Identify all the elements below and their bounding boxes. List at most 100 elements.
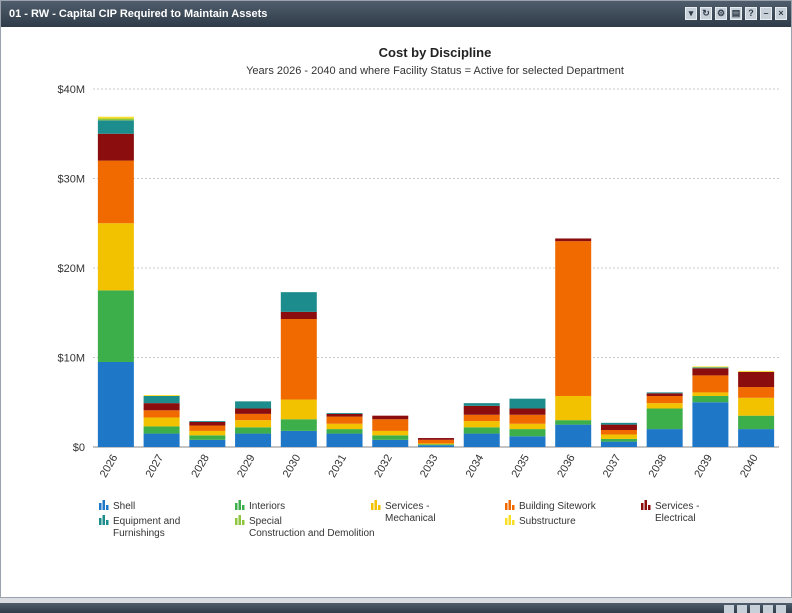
bar-segment[interactable] [189,421,226,426]
bar-segment[interactable] [189,430,226,436]
bar-segment[interactable] [189,439,226,447]
export-icon[interactable]: ▤ [730,7,742,20]
bar-segment[interactable] [280,311,317,320]
bar-segment[interactable] [418,439,454,444]
bar-segment[interactable] [509,414,546,424]
bar-segment[interactable] [235,433,272,447]
bar-segment[interactable] [97,361,134,447]
minimize-icon[interactable]: – [760,7,772,20]
bar-segment[interactable] [692,375,729,393]
close-icon[interactable] [776,605,786,613]
bar-segment[interactable] [189,421,226,422]
bar-segment[interactable] [372,415,409,420]
bar-segment[interactable] [738,370,775,372]
bar-segment[interactable] [646,393,683,396]
bar-segment[interactable] [463,427,500,434]
bar-segment[interactable] [600,424,637,430]
bar-segment[interactable] [600,429,637,435]
bar-segment[interactable] [463,414,500,422]
bar-segment[interactable] [692,367,729,369]
settings-icon[interactable]: ⚙ [715,7,727,20]
bar-segment[interactable] [738,371,775,388]
bar-segment[interactable] [326,413,363,417]
bar-segment[interactable] [418,445,454,447]
bar-segment[interactable] [235,413,272,421]
bar-segment[interactable] [418,443,454,445]
bar-segment[interactable] [692,402,729,447]
bar-segment[interactable] [738,429,775,447]
bar-segment[interactable] [143,417,180,427]
bar-segment[interactable] [326,433,363,447]
bar-segment[interactable] [97,116,134,119]
bar-segment[interactable] [646,395,683,404]
bar-segment[interactable] [692,392,729,396]
bar-segment[interactable] [189,425,226,431]
bar-segment[interactable] [463,421,500,428]
bar-segment[interactable] [235,408,272,414]
refresh-icon[interactable] [737,605,747,613]
bar-segment[interactable] [143,395,180,404]
bar-segment[interactable] [555,395,592,421]
bar-segment[interactable] [463,403,500,406]
bar-segment[interactable] [97,118,134,121]
bar-segment[interactable] [143,395,180,396]
bar-segment[interactable] [97,223,134,291]
bar-segment[interactable] [555,241,592,396]
bar-segment[interactable] [326,423,363,430]
bar-segment[interactable] [326,416,363,424]
bar-segment[interactable] [692,395,729,403]
bar-segment[interactable] [372,419,409,431]
bar-segment[interactable] [555,420,592,425]
bar-segment[interactable] [692,366,729,368]
bar-segment[interactable] [372,435,409,440]
bar-segment[interactable] [143,433,180,447]
export-icon[interactable] [763,605,773,613]
bar-segment[interactable] [143,403,180,411]
bar-segment[interactable] [646,429,683,447]
bar-segment[interactable] [235,401,272,409]
bar-segment[interactable] [143,426,180,434]
bar-segment[interactable] [280,399,317,420]
bar-segment[interactable] [97,120,134,134]
bar-segment[interactable] [600,434,637,439]
bar-segment[interactable] [600,438,637,442]
close-icon[interactable]: × [775,7,787,20]
bar-segment[interactable] [509,408,546,415]
bar-segment[interactable] [600,441,637,447]
bar-segment[interactable] [280,292,317,312]
bar-segment[interactable] [235,427,272,434]
bar-segment[interactable] [326,412,363,414]
bar-segment[interactable] [463,405,500,415]
bar-segment[interactable] [280,319,317,400]
bar-segment[interactable] [646,408,683,430]
bar-segment[interactable] [600,422,637,425]
bar-segment[interactable] [555,424,592,447]
bar-segment[interactable] [326,429,363,434]
bar-segment[interactable] [280,430,317,447]
bar-segment[interactable] [509,436,546,447]
filter-icon[interactable] [724,605,734,613]
bar-segment[interactable] [235,420,272,428]
bar-segment[interactable] [97,290,134,362]
settings-icon[interactable] [750,605,760,613]
bar-segment[interactable] [509,423,546,430]
bar-segment[interactable] [280,419,317,431]
bar-segment[interactable] [509,398,546,409]
bar-segment[interactable] [555,238,592,242]
bar-segment[interactable] [372,439,409,447]
refresh-icon[interactable]: ↻ [700,7,712,20]
bar-segment[interactable] [738,397,775,416]
bar-segment[interactable] [692,368,729,376]
bar-segment[interactable] [372,430,409,436]
bar-segment[interactable] [418,438,454,440]
bar-segment[interactable] [509,429,546,437]
bar-segment[interactable] [189,435,226,440]
bar-segment[interactable] [738,387,775,398]
bar-segment[interactable] [463,433,500,447]
bar-segment[interactable] [738,415,775,430]
bar-segment[interactable] [646,403,683,409]
help-icon[interactable]: ? [745,7,757,20]
bar-segment[interactable] [143,410,180,418]
bar-segment[interactable] [418,444,454,446]
bar-segment[interactable] [97,160,134,224]
